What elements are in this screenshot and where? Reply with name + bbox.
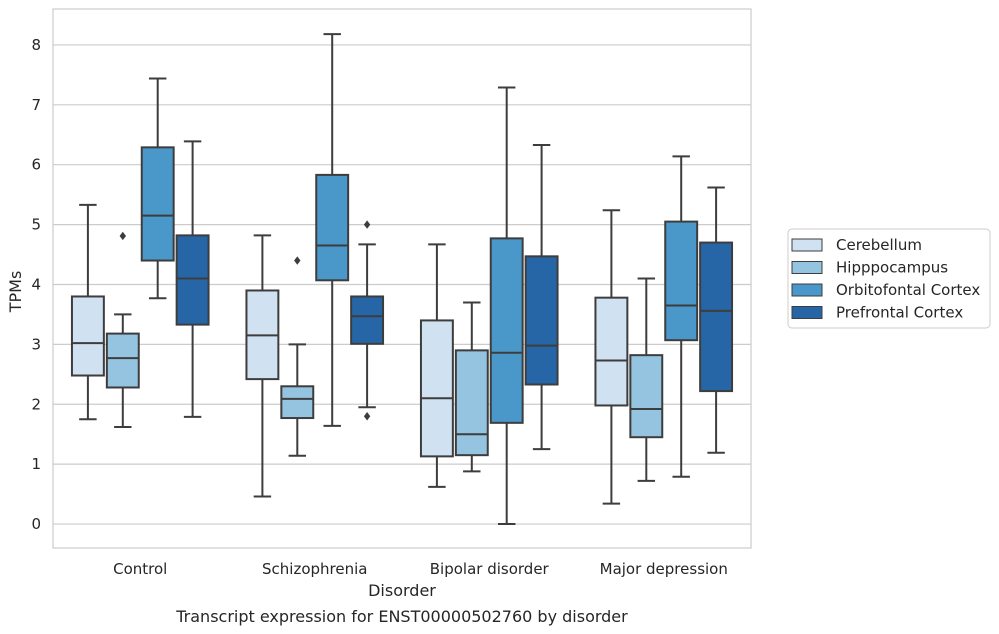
legend: Cerebellum Hipppocampus Orbitofontal Corte… bbox=[787, 228, 991, 329]
outlier-point bbox=[363, 412, 371, 421]
x-axis-ticks: Control Schizophrenia Bipolar disorder Majo… bbox=[113, 560, 728, 578]
y-tick-label: 5 bbox=[31, 216, 41, 234]
legend-label: Prefrontal Cortex bbox=[836, 304, 963, 322]
y-tick-label: 7 bbox=[31, 96, 41, 114]
legend-swatch bbox=[791, 306, 823, 319]
outlier-point bbox=[363, 220, 371, 229]
box bbox=[315, 173, 350, 282]
y-tick-label: 3 bbox=[31, 335, 41, 353]
legend-label: Orbitofontal Cortex bbox=[836, 281, 980, 299]
box bbox=[350, 295, 385, 345]
legend-label: Cerebellum bbox=[836, 236, 922, 254]
x-tick-label: Bipolar disorder bbox=[430, 560, 550, 578]
box-series bbox=[70, 33, 734, 526]
box bbox=[140, 146, 175, 262]
x-axis-title: Disorder bbox=[368, 581, 436, 600]
legend-label: Hipppocampus bbox=[836, 259, 948, 277]
legend-swatch bbox=[791, 283, 823, 297]
box bbox=[489, 237, 524, 424]
box bbox=[629, 354, 664, 439]
box bbox=[280, 385, 315, 420]
series-group bbox=[105, 231, 664, 482]
y-tick-label: 4 bbox=[31, 275, 41, 293]
box bbox=[70, 295, 105, 377]
x-tick-label: Schizophrenia bbox=[262, 560, 367, 578]
box bbox=[105, 332, 140, 389]
box bbox=[664, 220, 699, 342]
x-tick-label: Control bbox=[113, 560, 167, 578]
legend-swatch bbox=[791, 261, 823, 274]
series-group bbox=[140, 33, 699, 526]
y-tick-label: 1 bbox=[31, 455, 41, 473]
plot-frame bbox=[52, 8, 752, 549]
box bbox=[454, 349, 489, 457]
y-axis-title: TPMs bbox=[6, 271, 25, 314]
y-tick-label: 2 bbox=[31, 395, 41, 413]
y-axis-ticks: 0 1 2 3 4 5 6 7 8 bbox=[31, 36, 41, 533]
figure-caption: Transcript expression for ENST0000050276… bbox=[175, 607, 628, 626]
y-tick-label: 6 bbox=[31, 156, 41, 174]
legend-frame bbox=[787, 228, 991, 329]
box bbox=[594, 296, 629, 407]
outlier-point bbox=[294, 256, 301, 265]
x-tick-label: Major depression bbox=[600, 560, 728, 578]
outlier-point bbox=[119, 231, 126, 241]
series-group bbox=[175, 140, 734, 454]
box bbox=[524, 255, 559, 386]
legend-swatch bbox=[791, 238, 823, 252]
y-tick-label: 0 bbox=[31, 515, 41, 533]
series-group bbox=[70, 203, 629, 505]
y-tick-label: 8 bbox=[31, 36, 41, 54]
box bbox=[699, 241, 734, 393]
box bbox=[419, 319, 454, 458]
box bbox=[175, 234, 210, 326]
